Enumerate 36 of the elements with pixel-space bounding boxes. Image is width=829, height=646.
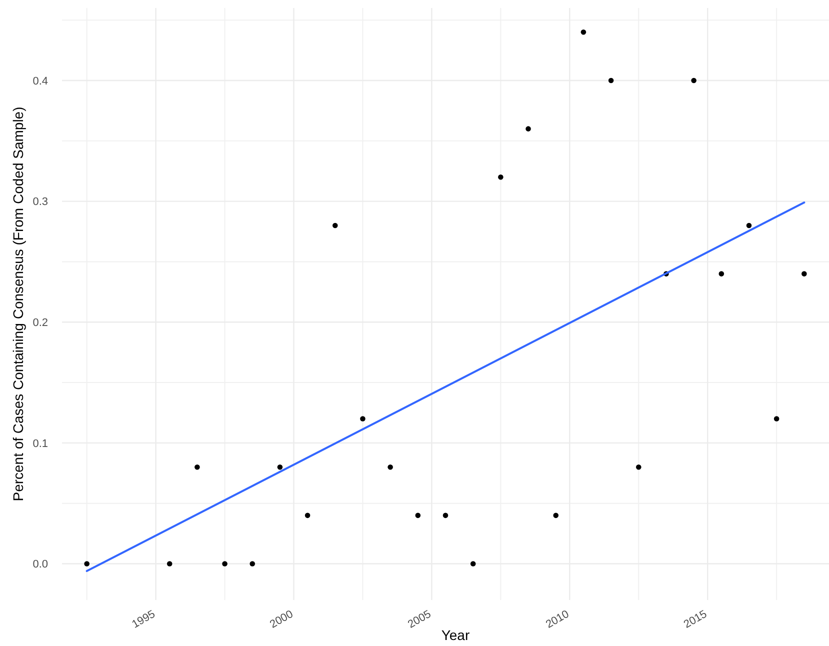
y-axis-title: Percent of Cases Containing Consensus (From Coded Sample) — [10, 106, 26, 502]
point — [746, 222, 752, 228]
point — [442, 512, 448, 518]
y-tick-label: 0.4 — [32, 75, 48, 88]
x-tick-label: 2010 — [544, 608, 572, 631]
point — [718, 271, 724, 276]
point — [415, 512, 421, 518]
point — [580, 30, 586, 35]
x-tick-label: 2015 — [682, 608, 710, 631]
point — [498, 174, 504, 180]
point — [526, 126, 531, 132]
point — [636, 464, 642, 470]
point — [802, 271, 807, 276]
y-tick-label: 0.3 — [32, 196, 48, 208]
point — [608, 78, 614, 84]
point — [388, 464, 393, 470]
y-tick-label: 0.0 — [32, 558, 48, 571]
point — [194, 464, 200, 470]
x-tick-label: 1995 — [130, 608, 158, 631]
point — [84, 561, 90, 566]
y-tick-label: 0.2 — [32, 316, 48, 329]
x-axis-title: Year — [441, 627, 470, 643]
point — [304, 512, 310, 518]
point — [774, 416, 780, 422]
point — [222, 561, 228, 566]
point — [470, 561, 476, 566]
x-tick-label: 2005 — [406, 608, 434, 631]
point — [332, 222, 338, 228]
x-tick-label: 2000 — [268, 608, 296, 631]
point — [691, 78, 696, 84]
point — [166, 561, 172, 566]
y-tick-label: 0.1 — [32, 438, 48, 450]
point — [360, 416, 366, 422]
point — [553, 512, 559, 518]
point — [277, 464, 283, 470]
point — [250, 561, 256, 566]
